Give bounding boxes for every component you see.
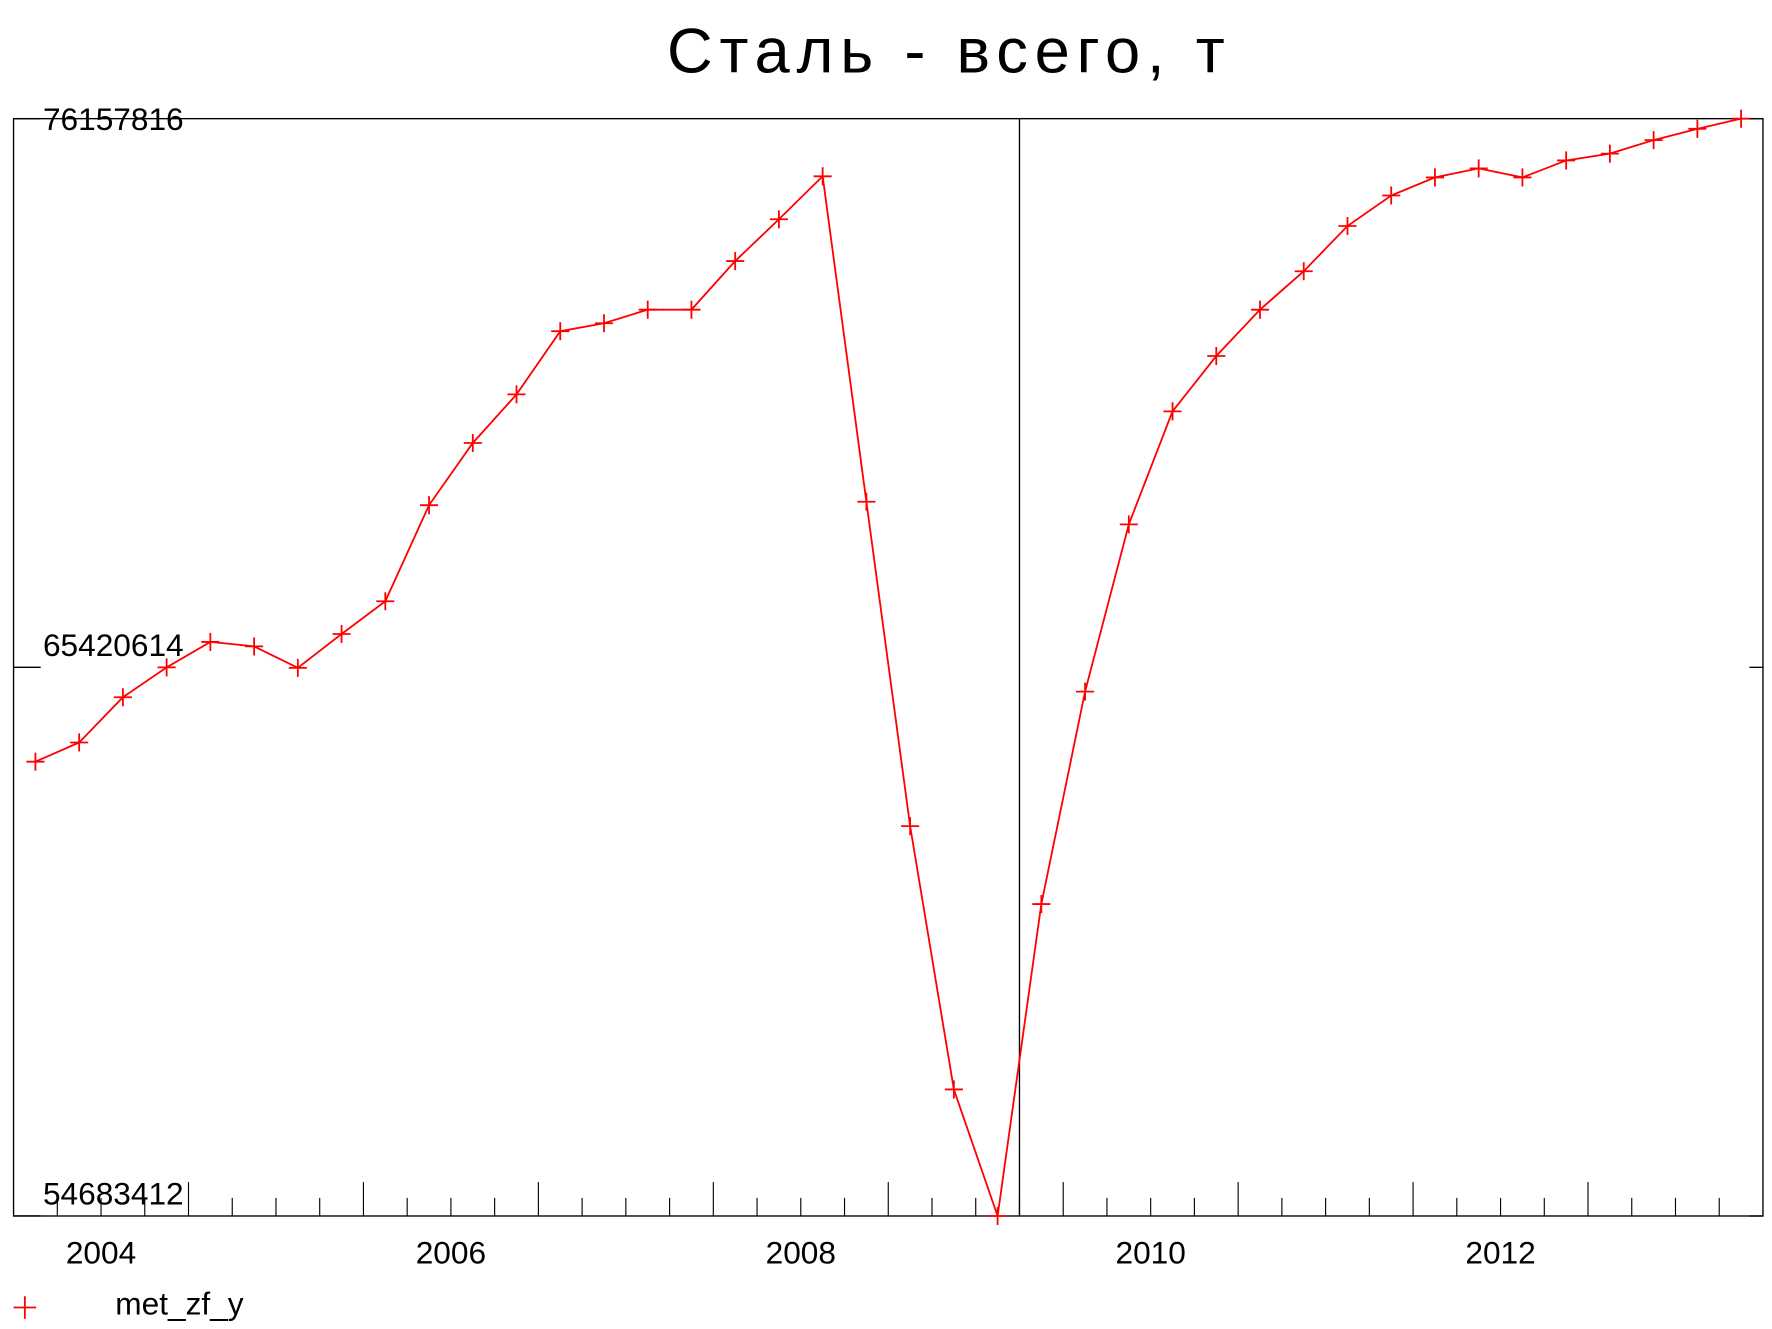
point-marker xyxy=(1557,151,1576,170)
point-marker xyxy=(1513,168,1532,187)
point-marker xyxy=(594,314,614,333)
point-marker xyxy=(813,167,832,186)
point-marker xyxy=(1207,346,1226,366)
point-marker xyxy=(376,592,395,611)
x-tick-label: 2006 xyxy=(416,1234,486,1270)
point-marker xyxy=(1382,186,1401,205)
y-tick-label: 54683412 xyxy=(43,1176,184,1212)
point-marker xyxy=(1338,216,1357,236)
point-marker xyxy=(988,1206,1007,1226)
y-tick-label: 65420614 xyxy=(43,627,184,663)
point-marker xyxy=(1032,895,1051,914)
point-marker xyxy=(420,496,439,515)
point-marker xyxy=(1294,262,1313,281)
point-marker xyxy=(726,252,745,271)
point-marker xyxy=(1250,300,1270,319)
point-marker xyxy=(1600,144,1619,163)
legend-label: met_zf_y xyxy=(115,1285,243,1321)
point-marker xyxy=(857,492,876,511)
point-marker xyxy=(507,385,526,404)
point-marker xyxy=(113,688,132,707)
point-marker xyxy=(901,817,920,836)
point-marker xyxy=(157,658,176,677)
point-marker xyxy=(1732,109,1751,128)
x-tick-label: 2010 xyxy=(1115,1234,1185,1270)
series-line xyxy=(35,117,1742,1217)
point-marker xyxy=(551,322,570,341)
point-marker xyxy=(332,624,351,644)
point-marker xyxy=(1425,168,1444,187)
point-marker xyxy=(769,210,788,229)
point-marker xyxy=(944,1080,963,1099)
point-marker xyxy=(1688,119,1707,138)
point-marker xyxy=(463,433,482,453)
point-marker xyxy=(26,752,45,771)
legend-marker xyxy=(13,1296,37,1319)
point-marker xyxy=(1119,515,1138,534)
point-marker xyxy=(638,300,657,319)
point-marker xyxy=(1644,131,1663,150)
point-marker xyxy=(288,658,307,677)
point-marker xyxy=(682,300,701,319)
point-marker xyxy=(1076,682,1095,701)
point-marker xyxy=(245,637,264,656)
x-tick-label: 2012 xyxy=(1465,1234,1535,1270)
point-marker xyxy=(201,632,220,651)
y-tick-label: 76157816 xyxy=(43,101,184,137)
point-marker xyxy=(1163,402,1182,421)
x-tick-label: 2004 xyxy=(66,1234,136,1270)
point-marker xyxy=(1469,159,1488,178)
point-marker xyxy=(70,733,89,752)
x-tick-label: 2008 xyxy=(766,1234,836,1270)
chart-title: Сталь - всего, т xyxy=(667,16,1231,86)
